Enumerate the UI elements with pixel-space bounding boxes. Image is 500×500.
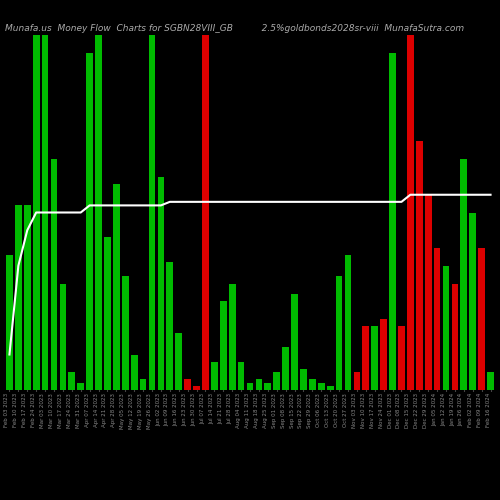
Bar [15, 206, 22, 390]
Bar [398, 326, 405, 390]
Bar [274, 372, 280, 390]
Bar [68, 372, 75, 390]
Bar [78, 383, 84, 390]
Bar [211, 362, 218, 390]
Bar [300, 368, 307, 390]
Bar [60, 284, 66, 390]
Bar [282, 348, 289, 390]
Bar [478, 248, 485, 390]
Bar [380, 319, 387, 390]
Bar [202, 35, 209, 390]
Bar [452, 284, 458, 390]
Bar [256, 380, 262, 390]
Bar [416, 142, 422, 390]
Bar [166, 262, 173, 390]
Bar [113, 184, 119, 390]
Bar [6, 255, 13, 390]
Bar [487, 372, 494, 390]
Bar [407, 35, 414, 390]
Bar [229, 284, 235, 390]
Bar [372, 326, 378, 390]
Bar [460, 159, 467, 390]
Bar [184, 380, 191, 390]
Bar [264, 383, 271, 390]
Bar [50, 159, 58, 390]
Bar [176, 333, 182, 390]
Bar [220, 301, 226, 390]
Bar [95, 35, 102, 390]
Bar [148, 35, 156, 390]
Bar [336, 276, 342, 390]
Bar [104, 238, 111, 390]
Bar [131, 354, 138, 390]
Bar [158, 177, 164, 390]
Bar [24, 206, 30, 390]
Bar [238, 362, 244, 390]
Bar [246, 383, 254, 390]
Bar [42, 35, 48, 390]
Bar [434, 248, 440, 390]
Bar [291, 294, 298, 390]
Text: Munafa.us  Money Flow  Charts for SGBN28VIII_GB          2.5%goldbonds2028sr-vii: Munafa.us Money Flow Charts for SGBN28VI… [5, 24, 464, 33]
Bar [327, 386, 334, 390]
Bar [140, 380, 146, 390]
Bar [318, 383, 324, 390]
Bar [86, 52, 93, 390]
Bar [309, 380, 316, 390]
Bar [193, 386, 200, 390]
Bar [344, 255, 352, 390]
Bar [33, 35, 40, 390]
Bar [425, 194, 432, 390]
Bar [362, 326, 369, 390]
Bar [122, 276, 128, 390]
Bar [470, 212, 476, 390]
Bar [389, 52, 396, 390]
Bar [354, 372, 360, 390]
Bar [442, 266, 450, 390]
